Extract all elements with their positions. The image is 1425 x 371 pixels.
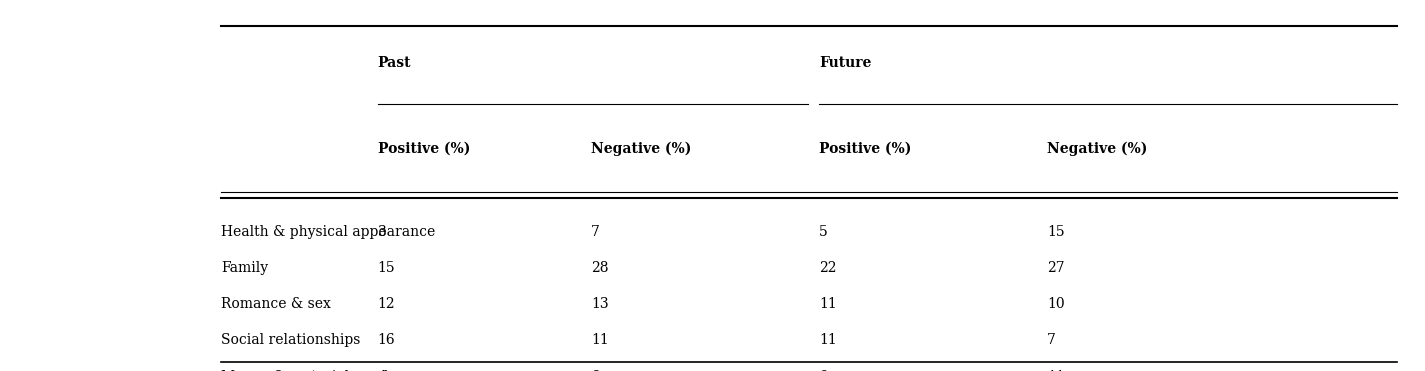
- Text: 7: 7: [591, 225, 600, 239]
- Text: Positive (%): Positive (%): [819, 141, 912, 155]
- Text: 11: 11: [1047, 370, 1064, 371]
- Text: 3: 3: [378, 225, 386, 239]
- Text: 11: 11: [819, 297, 836, 311]
- Text: 12: 12: [378, 297, 395, 311]
- Text: Negative (%): Negative (%): [591, 141, 691, 155]
- Text: 4: 4: [378, 370, 386, 371]
- Text: 11: 11: [819, 334, 836, 347]
- Text: 11: 11: [591, 334, 608, 347]
- Text: Health & physical appearance: Health & physical appearance: [221, 225, 435, 239]
- Text: 8: 8: [591, 370, 600, 371]
- Text: Past: Past: [378, 56, 412, 70]
- Text: 16: 16: [378, 334, 395, 347]
- Text: 27: 27: [1047, 261, 1064, 275]
- Text: 5: 5: [819, 225, 828, 239]
- Text: 7: 7: [1047, 334, 1056, 347]
- Text: Negative (%): Negative (%): [1047, 141, 1147, 155]
- Text: Future: Future: [819, 56, 872, 70]
- Text: 15: 15: [378, 261, 395, 275]
- Text: Money & material goods: Money & material goods: [221, 370, 395, 371]
- Text: 28: 28: [591, 261, 608, 275]
- Text: Social relationships: Social relationships: [221, 334, 361, 347]
- Text: Romance & sex: Romance & sex: [221, 297, 331, 311]
- Text: 15: 15: [1047, 225, 1064, 239]
- Text: 9: 9: [819, 370, 828, 371]
- Text: 13: 13: [591, 297, 608, 311]
- Text: Family: Family: [221, 261, 268, 275]
- Text: 10: 10: [1047, 297, 1064, 311]
- Text: 22: 22: [819, 261, 836, 275]
- Text: Positive (%): Positive (%): [378, 141, 470, 155]
